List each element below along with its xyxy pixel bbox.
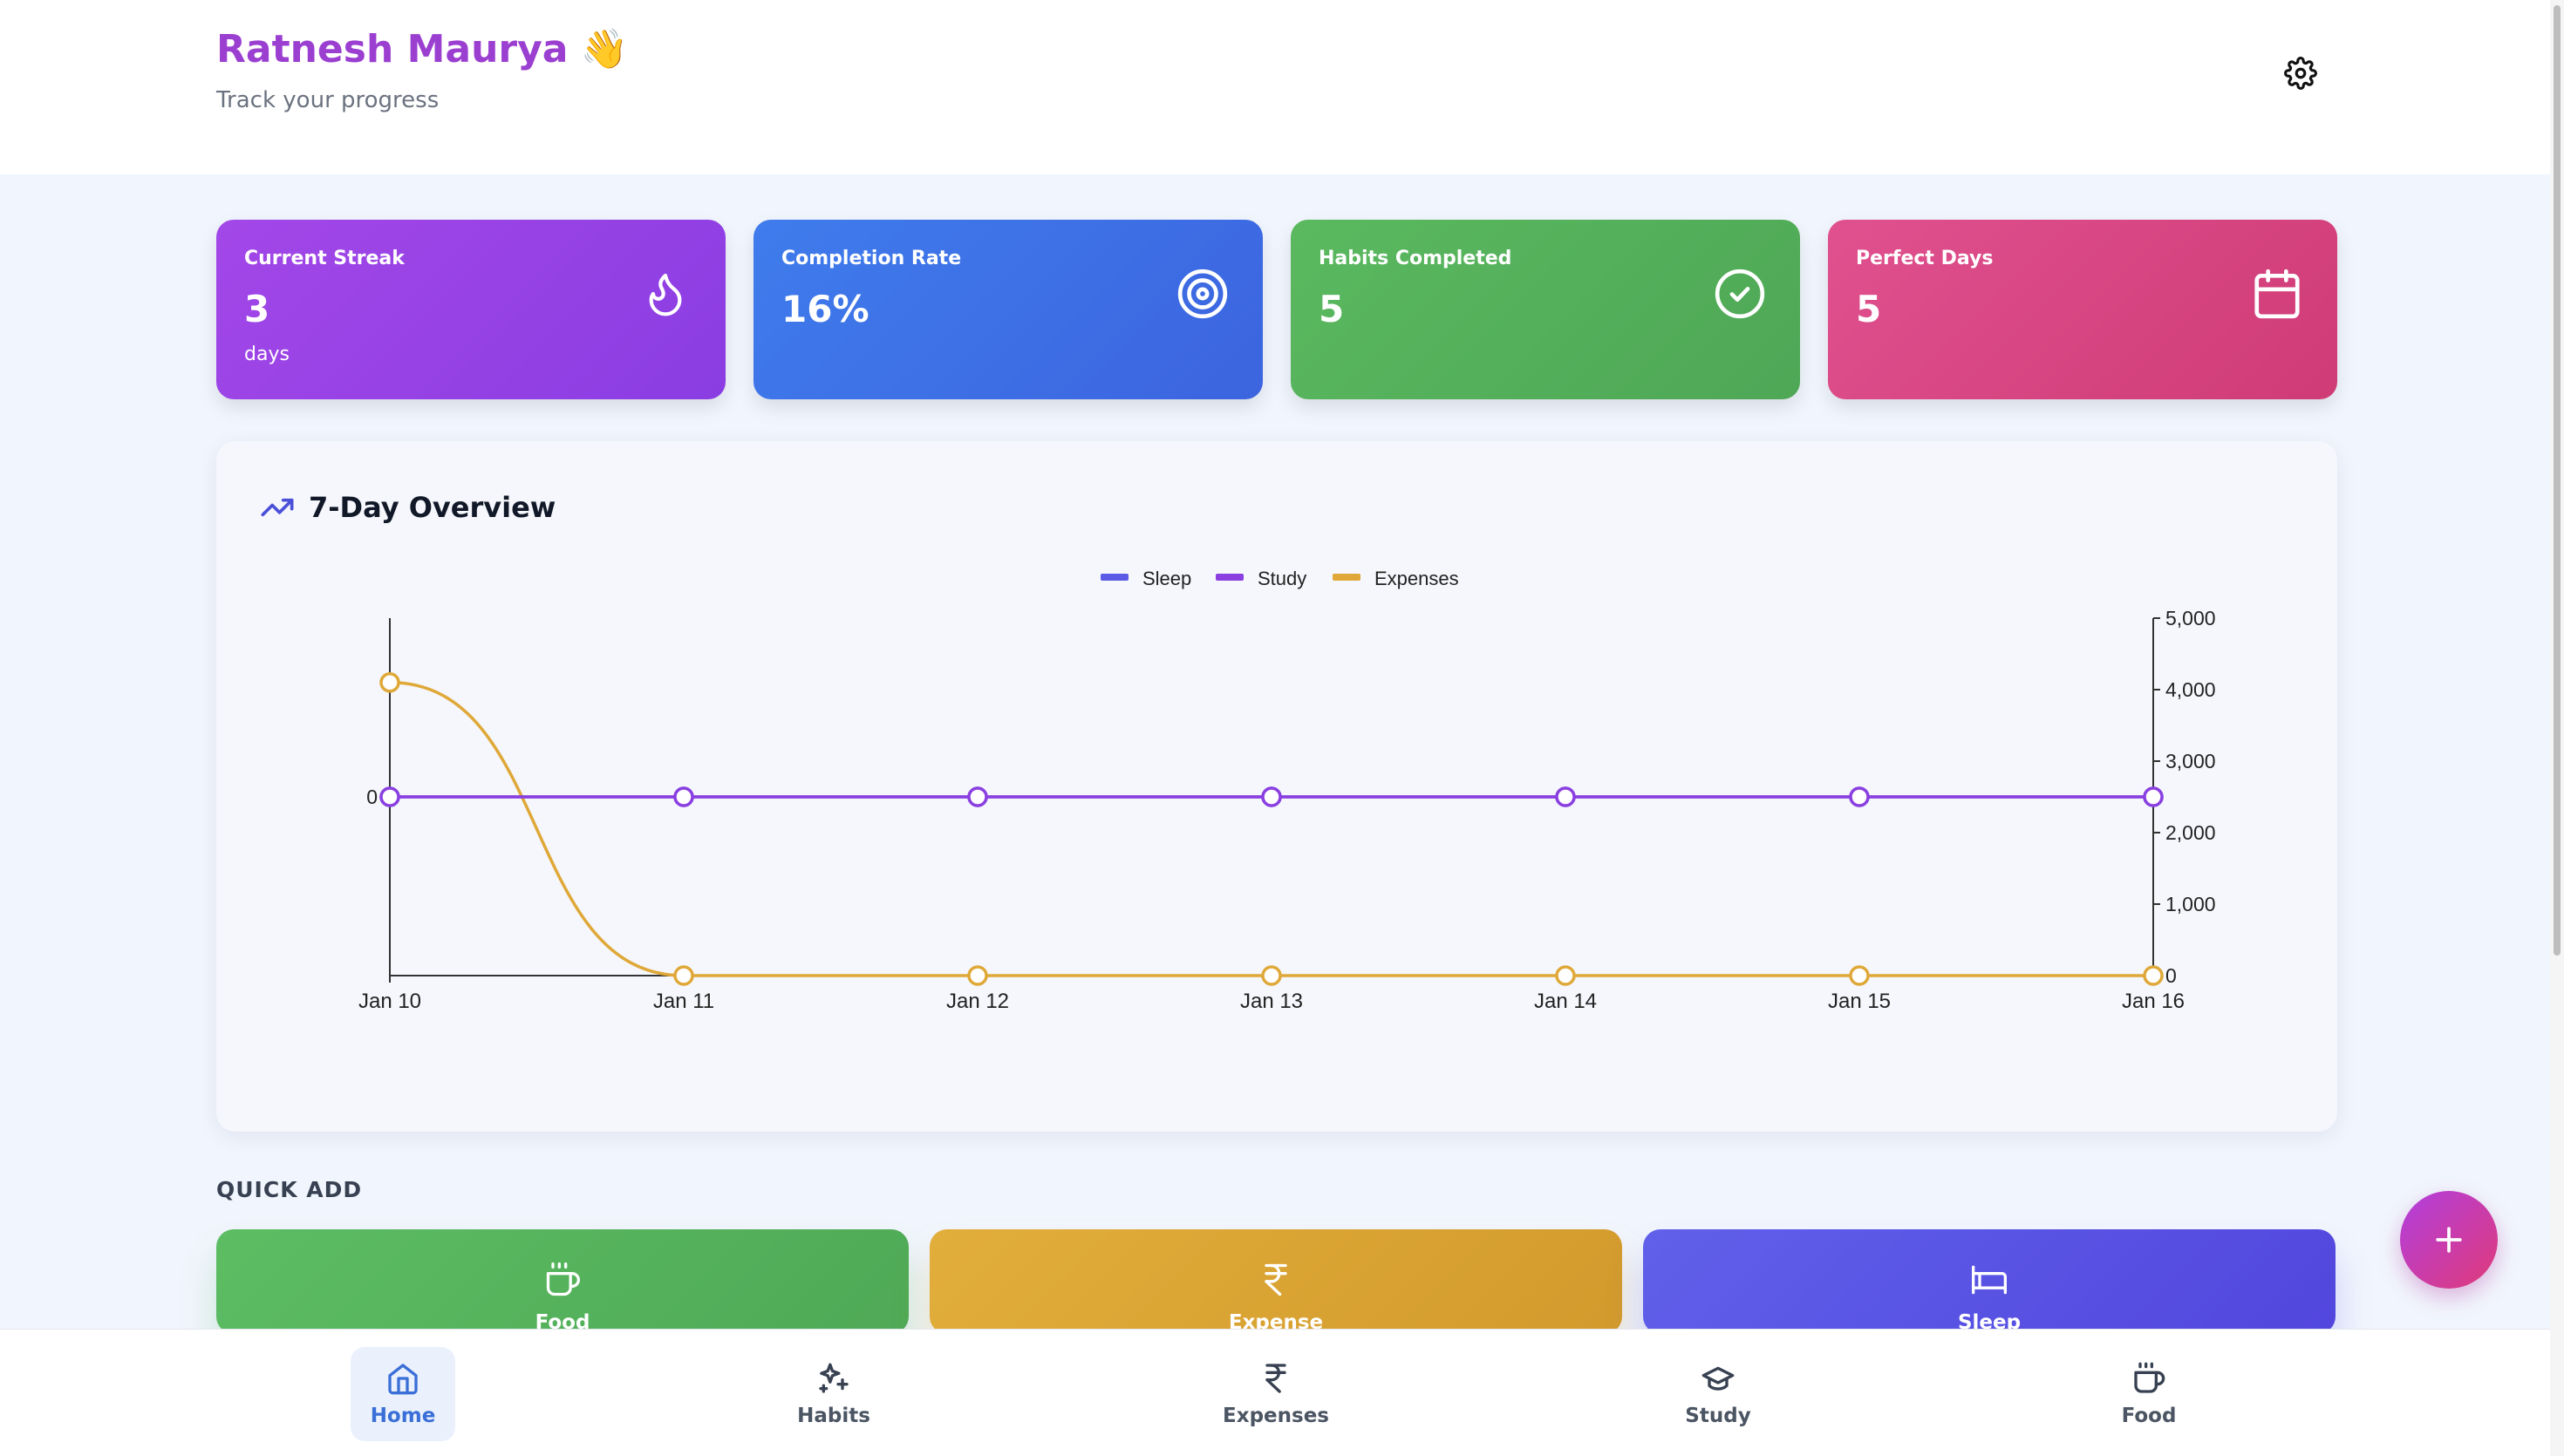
- bed-icon: [1972, 1265, 2007, 1295]
- series-line-expenses: [389, 681, 2153, 977]
- legend-label-sleep: Sleep: [1142, 568, 1191, 589]
- settings-button[interactable]: [2281, 54, 2320, 92]
- quick-add-sleep-button[interactable]: Sleep: [1643, 1229, 2336, 1334]
- stat-unit: days: [244, 344, 290, 365]
- data-point-study: [1261, 786, 1282, 807]
- user-name: Ratnesh Maurya: [216, 26, 569, 71]
- nav-label: Home: [370, 1405, 436, 1427]
- graduation-cap-icon: [1701, 1366, 1735, 1391]
- trending-up-icon: [261, 498, 294, 517]
- nav-label: Food: [2121, 1405, 2177, 1427]
- data-point-expenses: [379, 672, 400, 693]
- data-point-expenses: [1555, 965, 1576, 986]
- data-point-expenses: [967, 965, 988, 986]
- stat-label: Habits Completed: [1319, 248, 1512, 269]
- data-point-expenses: [673, 965, 694, 986]
- coffee-icon: [2134, 1362, 2165, 1393]
- x-axis-tick-label: Jan 11: [653, 990, 714, 1013]
- x-axis-tick-label: Jan 16: [2122, 990, 2185, 1013]
- nav-label: Expenses: [1223, 1405, 1329, 1427]
- overview-title-text: 7-Day Overview: [309, 491, 556, 524]
- gear-icon: [2284, 57, 2317, 90]
- legend-label-expenses: Expenses: [1374, 568, 1459, 589]
- data-point-expenses: [2143, 965, 2164, 986]
- stat-card-habits-completed: Habits Completed 5: [1291, 220, 1800, 399]
- data-point-study: [673, 786, 694, 807]
- quick-add-heading: QUICK ADD: [216, 1177, 363, 1202]
- x-axis-tick-label: Jan 12: [946, 990, 1009, 1013]
- stat-card-completion-rate: Completion Rate 16%: [754, 220, 1263, 399]
- right-axis-tick-label: 2,000: [2165, 821, 2216, 844]
- data-point-study: [967, 786, 988, 807]
- nav-label: Habits: [797, 1405, 870, 1427]
- nav-item-home[interactable]: Home: [351, 1347, 455, 1441]
- nav-item-food[interactable]: Food: [2097, 1347, 2201, 1441]
- stat-value: 5: [1319, 288, 1345, 330]
- stat-card-current-streak: Current Streak 3 days: [216, 220, 726, 399]
- stat-label: Current Streak: [244, 248, 405, 269]
- wave-emoji: 👋: [580, 27, 629, 71]
- nav-item-study[interactable]: Study: [1666, 1347, 1770, 1441]
- stat-value: 16%: [781, 288, 869, 330]
- plus-icon: [2436, 1227, 2462, 1253]
- nav-item-expenses[interactable]: Expenses: [1223, 1347, 1329, 1441]
- nav-item-habits[interactable]: Habits: [781, 1347, 886, 1441]
- header: Ratnesh Maurya 👋 Track your progress: [0, 0, 2550, 174]
- greeting: Ratnesh Maurya 👋: [216, 26, 629, 72]
- right-axis-tick-label: 1,000: [2165, 893, 2216, 915]
- scrollbar-thumb[interactable]: [2554, 5, 2561, 956]
- left-axis-tick-label: 0: [366, 786, 378, 808]
- stat-label: Completion Rate: [781, 248, 962, 269]
- quick-add-expense-button[interactable]: Expense: [930, 1229, 1622, 1334]
- rupee-icon: [1265, 1364, 1286, 1393]
- right-axis-tick-label: 3,000: [2165, 750, 2216, 772]
- bottom-nav: Home Habits Expenses Study Food: [0, 1329, 2550, 1456]
- coffee-icon: [546, 1262, 580, 1296]
- data-point-study: [1555, 786, 1576, 807]
- overview-title: 7-Day Overview: [260, 490, 556, 525]
- check-circle-icon: [1709, 263, 1770, 324]
- overview-card: [216, 441, 2337, 1132]
- legend-swatch-expenses: [1333, 574, 1360, 581]
- x-axis-tick-label: Jan 15: [1828, 990, 1891, 1013]
- legend-swatch-study: [1216, 574, 1244, 581]
- x-axis-tick-label: Jan 13: [1240, 990, 1303, 1013]
- rupee-icon: [1265, 1263, 1287, 1296]
- stat-value: 5: [1856, 288, 1882, 330]
- stat-value: 3: [244, 288, 270, 330]
- calendar-icon: [2247, 263, 2308, 324]
- legend-swatch-sleep: [1101, 574, 1129, 581]
- right-axis-tick-label: 5,000: [2165, 607, 2216, 629]
- data-point-study: [2143, 786, 2164, 807]
- page-subtitle: Track your progress: [216, 87, 440, 113]
- stat-label: Perfect Days: [1856, 248, 1994, 269]
- legend-label-study: Study: [1258, 568, 1306, 589]
- nav-label: Study: [1685, 1405, 1751, 1427]
- home-icon: [388, 1364, 418, 1395]
- data-point-expenses: [1261, 965, 1282, 986]
- sparkles-icon: [819, 1363, 849, 1393]
- quick-add-food-button[interactable]: Food: [216, 1229, 909, 1334]
- add-fab-button[interactable]: [2400, 1191, 2498, 1289]
- right-axis-tick-label: 0: [2165, 964, 2177, 987]
- x-axis-tick-label: Jan 14: [1534, 990, 1597, 1013]
- flame-icon: [635, 263, 696, 324]
- x-axis-tick-label: Jan 10: [358, 990, 421, 1013]
- data-point-study: [1849, 786, 1870, 807]
- stat-card-perfect-days: Perfect Days 5: [1828, 220, 2337, 399]
- data-point-expenses: [1849, 965, 1870, 986]
- right-axis-tick-label: 4,000: [2165, 678, 2216, 701]
- data-point-study: [379, 786, 400, 807]
- target-icon: [1172, 263, 1233, 324]
- scrollbar[interactable]: [2550, 0, 2564, 1456]
